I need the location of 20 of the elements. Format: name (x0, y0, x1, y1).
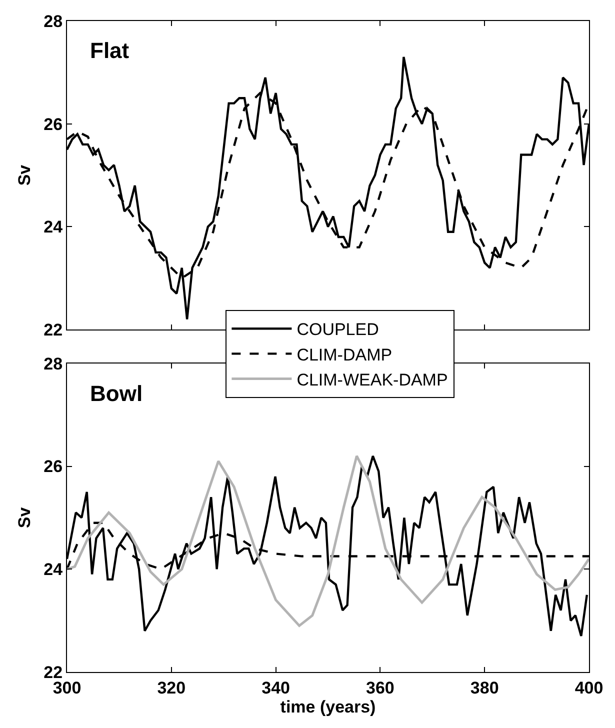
y-axis-title: Sv (15, 506, 34, 528)
legend-label: COUPLED (296, 320, 379, 340)
y-axis-title: Sv (15, 164, 34, 186)
y-tick-label: 26 (44, 457, 63, 476)
annotation: Flat (90, 38, 130, 63)
x-tick-label: 380 (470, 678, 499, 698)
y-tick-label: 26 (44, 114, 63, 134)
x-axis-title: time (years) (280, 697, 376, 716)
y-tick-label: 28 (44, 354, 63, 374)
y-tick-label: 24 (44, 218, 64, 237)
annotation: Bowl (90, 381, 143, 406)
x-tick-label: 400 (574, 678, 604, 698)
y-tick-label: 24 (44, 560, 64, 580)
x-tick-label: 340 (262, 678, 290, 698)
y-tick-label: 28 (44, 12, 63, 31)
y-tick-label: 22 (44, 320, 63, 340)
x-tick-label: 360 (366, 678, 394, 698)
legend-label: CLIM-WEAK-DAMP (296, 370, 448, 390)
legend-label: CLIM-DAMP (296, 345, 392, 364)
x-tick-label: 320 (157, 678, 186, 698)
